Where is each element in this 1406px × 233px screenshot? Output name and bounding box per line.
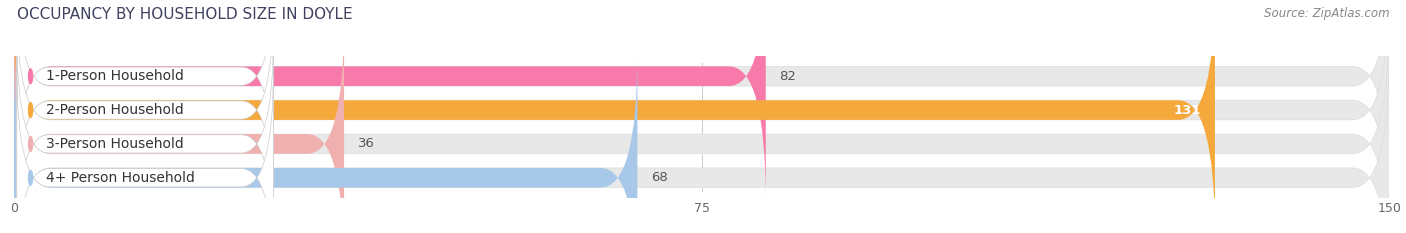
Text: Source: ZipAtlas.com: Source: ZipAtlas.com bbox=[1264, 7, 1389, 20]
Text: 3-Person Household: 3-Person Household bbox=[46, 137, 184, 151]
FancyBboxPatch shape bbox=[14, 0, 1389, 233]
FancyBboxPatch shape bbox=[17, 69, 274, 233]
Circle shape bbox=[28, 170, 32, 185]
Text: OCCUPANCY BY HOUSEHOLD SIZE IN DOYLE: OCCUPANCY BY HOUSEHOLD SIZE IN DOYLE bbox=[17, 7, 353, 22]
FancyBboxPatch shape bbox=[17, 34, 274, 233]
FancyBboxPatch shape bbox=[14, 18, 344, 233]
Text: 82: 82 bbox=[779, 70, 796, 83]
Text: 4+ Person Household: 4+ Person Household bbox=[46, 171, 195, 185]
Text: 1-Person Household: 1-Person Household bbox=[46, 69, 184, 83]
FancyBboxPatch shape bbox=[17, 1, 274, 219]
FancyBboxPatch shape bbox=[14, 0, 1215, 233]
Circle shape bbox=[28, 137, 32, 151]
FancyBboxPatch shape bbox=[14, 0, 766, 202]
FancyBboxPatch shape bbox=[14, 18, 1389, 233]
Text: 36: 36 bbox=[357, 137, 375, 151]
Text: 2-Person Household: 2-Person Household bbox=[46, 103, 184, 117]
Circle shape bbox=[28, 69, 32, 84]
Text: 68: 68 bbox=[651, 171, 668, 184]
FancyBboxPatch shape bbox=[14, 52, 1389, 233]
Circle shape bbox=[28, 103, 32, 117]
FancyBboxPatch shape bbox=[17, 0, 274, 185]
Text: 131: 131 bbox=[1174, 103, 1201, 116]
FancyBboxPatch shape bbox=[14, 52, 637, 233]
FancyBboxPatch shape bbox=[14, 0, 1389, 202]
